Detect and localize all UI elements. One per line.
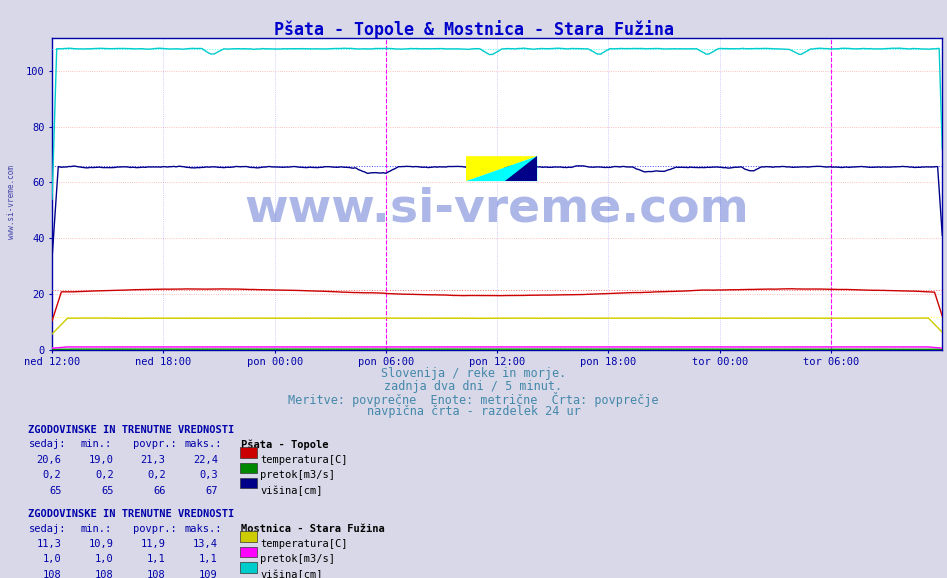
Text: Slovenija / reke in morje.: Slovenija / reke in morje. — [381, 367, 566, 380]
Text: 11,3: 11,3 — [37, 539, 62, 549]
Text: sedaj:: sedaj: — [28, 524, 66, 533]
Polygon shape — [505, 156, 537, 181]
Text: 65: 65 — [49, 486, 62, 495]
Text: Mostnica - Stara Fužina: Mostnica - Stara Fužina — [241, 524, 385, 533]
Polygon shape — [466, 156, 537, 181]
Text: ZGODOVINSKE IN TRENUTNE VREDNOSTI: ZGODOVINSKE IN TRENUTNE VREDNOSTI — [28, 509, 235, 519]
Text: 10,9: 10,9 — [89, 539, 114, 549]
Text: 1,0: 1,0 — [43, 554, 62, 564]
Text: Pšata - Topole: Pšata - Topole — [241, 439, 329, 450]
Text: maks.:: maks.: — [185, 524, 223, 533]
Text: zadnja dva dni / 5 minut.: zadnja dva dni / 5 minut. — [384, 380, 563, 392]
Text: pretok[m3/s]: pretok[m3/s] — [260, 470, 335, 480]
Text: 21,3: 21,3 — [141, 455, 166, 465]
Text: 1,1: 1,1 — [147, 554, 166, 564]
Text: 13,4: 13,4 — [193, 539, 218, 549]
Text: 1,0: 1,0 — [95, 554, 114, 564]
Text: min.:: min.: — [80, 439, 112, 450]
Text: 11,9: 11,9 — [141, 539, 166, 549]
Text: www.si-vreme.com: www.si-vreme.com — [245, 187, 749, 232]
Text: min.:: min.: — [80, 524, 112, 533]
Text: 108: 108 — [95, 570, 114, 578]
Text: temperatura[C]: temperatura[C] — [260, 539, 348, 549]
Text: 0,2: 0,2 — [43, 470, 62, 480]
Text: 108: 108 — [43, 570, 62, 578]
Text: pretok[m3/s]: pretok[m3/s] — [260, 554, 335, 564]
Text: www.si-vreme.com: www.si-vreme.com — [7, 165, 16, 239]
Text: 67: 67 — [205, 486, 218, 495]
Text: povpr.:: povpr.: — [133, 524, 176, 533]
Text: sedaj:: sedaj: — [28, 439, 66, 450]
Text: 0,2: 0,2 — [95, 470, 114, 480]
Text: 109: 109 — [199, 570, 218, 578]
Text: 0,2: 0,2 — [147, 470, 166, 480]
Polygon shape — [466, 156, 537, 181]
Text: 22,4: 22,4 — [193, 455, 218, 465]
Text: 1,1: 1,1 — [199, 554, 218, 564]
Text: 19,0: 19,0 — [89, 455, 114, 465]
Text: navpična črta - razdelek 24 ur: navpična črta - razdelek 24 ur — [366, 405, 581, 418]
Text: ZGODOVINSKE IN TRENUTNE VREDNOSTI: ZGODOVINSKE IN TRENUTNE VREDNOSTI — [28, 425, 235, 435]
Text: 108: 108 — [147, 570, 166, 578]
Text: višina[cm]: višina[cm] — [260, 570, 323, 578]
Text: višina[cm]: višina[cm] — [260, 486, 323, 496]
Text: 66: 66 — [153, 486, 166, 495]
Text: maks.:: maks.: — [185, 439, 223, 450]
Text: Meritve: povprečne  Enote: metrične  Črta: povprečje: Meritve: povprečne Enote: metrične Črta:… — [288, 392, 659, 407]
Text: 0,3: 0,3 — [199, 470, 218, 480]
Text: 65: 65 — [101, 486, 114, 495]
Text: temperatura[C]: temperatura[C] — [260, 455, 348, 465]
Text: povpr.:: povpr.: — [133, 439, 176, 450]
Text: 20,6: 20,6 — [37, 455, 62, 465]
Text: Pšata - Topole & Mostnica - Stara Fužina: Pšata - Topole & Mostnica - Stara Fužina — [274, 20, 673, 39]
